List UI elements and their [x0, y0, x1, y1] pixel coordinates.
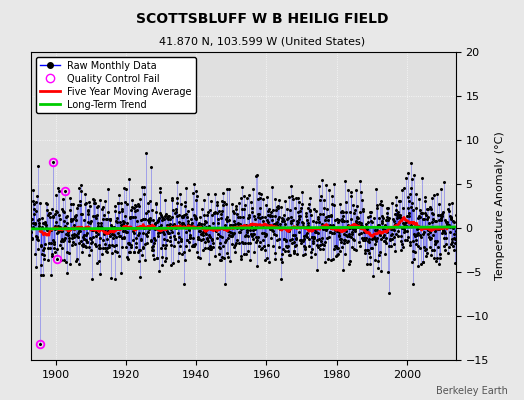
Y-axis label: Temperature Anomaly (°C): Temperature Anomaly (°C) — [495, 132, 505, 280]
Text: SCOTTSBLUFF W B HEILIG FIELD: SCOTTSBLUFF W B HEILIG FIELD — [136, 12, 388, 26]
Text: 41.870 N, 103.599 W (United States): 41.870 N, 103.599 W (United States) — [159, 36, 365, 46]
Legend: Raw Monthly Data, Quality Control Fail, Five Year Moving Average, Long-Term Tren: Raw Monthly Data, Quality Control Fail, … — [36, 57, 196, 113]
Text: Berkeley Earth: Berkeley Earth — [436, 386, 508, 396]
